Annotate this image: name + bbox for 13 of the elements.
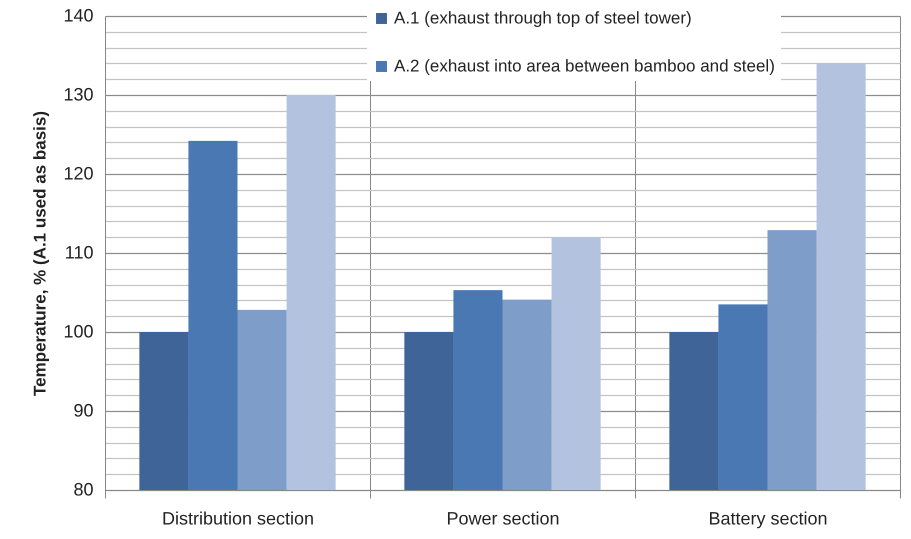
x-tick-label: Power section bbox=[446, 508, 560, 528]
y-tick-label: 110 bbox=[64, 242, 94, 262]
y-tick-label: 80 bbox=[73, 480, 94, 500]
y-tick-label: 90 bbox=[73, 400, 94, 420]
y-tick-label: 100 bbox=[63, 322, 94, 342]
y-axis-title: Temperature, % (A.1 used as basis) bbox=[30, 110, 50, 396]
y-tick-label: 120 bbox=[63, 164, 94, 184]
y-tick-label: 140 bbox=[63, 6, 94, 26]
legend-label: A.2 (exhaust into area between bamboo and steel) bbox=[394, 56, 775, 76]
legend-label: A.1 (exhaust through top of steel tower) bbox=[394, 8, 692, 28]
y-tick-label: 130 bbox=[63, 84, 94, 104]
x-tick-label: Battery section bbox=[708, 508, 828, 528]
x-tick-label: Distribution section bbox=[162, 508, 314, 528]
